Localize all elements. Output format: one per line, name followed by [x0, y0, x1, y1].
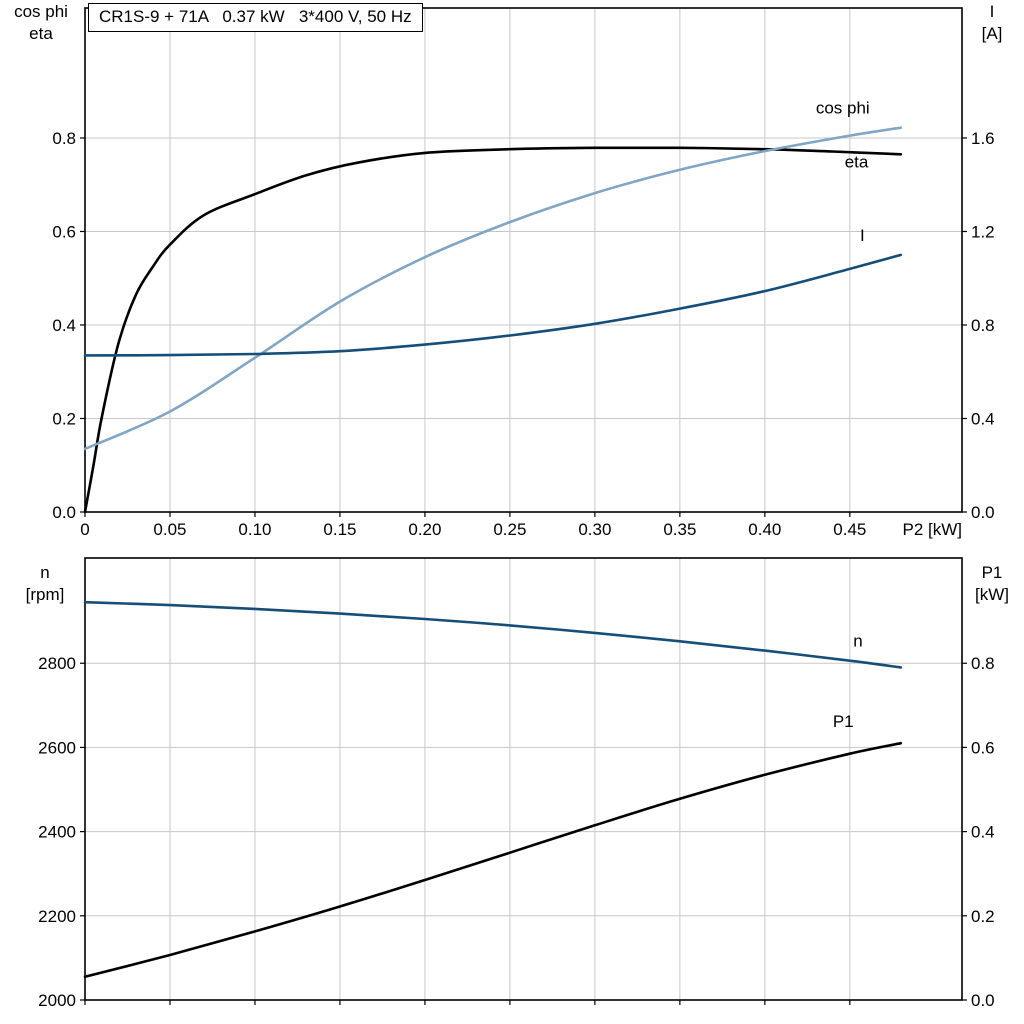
series-label-cos-phi: cos phi — [816, 99, 870, 118]
x-tick-label: 0.20 — [408, 520, 441, 539]
left-axis-title: eta — [29, 24, 53, 43]
plot-frame — [84, 7, 963, 513]
x-tick-label: 0.30 — [578, 520, 611, 539]
right-tick-label: 0.4 — [971, 409, 995, 428]
series-label-p1: P1 — [833, 712, 854, 731]
left-tick-label: 0.2 — [52, 409, 76, 428]
x-tick-label: 0 — [80, 520, 89, 539]
right-axis-title: [kW] — [975, 585, 1009, 604]
right-tick-label: 0.2 — [971, 907, 995, 926]
x-tick-label: 0.25 — [493, 520, 526, 539]
right-tick-label: 0.0 — [971, 503, 995, 522]
left-tick-label: 0.4 — [52, 316, 76, 335]
right-axis-title: [A] — [982, 24, 1003, 43]
left-tick-label: 0.6 — [52, 222, 76, 241]
series-label-n: n — [853, 631, 862, 650]
x-tick-label: 0.40 — [748, 520, 781, 539]
chart-title-box: CR1S-9 + 71A 0.37 kW 3*400 V, 50 Hz — [88, 3, 423, 32]
right-axis-title: P1 — [982, 563, 1003, 582]
left-tick-label: 2000 — [38, 991, 76, 1010]
right-tick-label: 0.4 — [971, 823, 995, 842]
left-tick-label: 0.0 — [52, 503, 76, 522]
x-tick-label: 0.10 — [238, 520, 271, 539]
left-tick-label: 2600 — [38, 738, 76, 757]
series-curve-eta — [83, 146, 903, 514]
series-curve-p1 — [83, 741, 903, 979]
right-tick-label: 0.0 — [971, 991, 995, 1010]
series-label-eta: eta — [845, 152, 869, 171]
left-tick-label: 0.8 — [52, 129, 76, 148]
x-axis-unit-label: P2 [kW] — [902, 520, 962, 539]
series-curve-n — [83, 600, 903, 669]
left-tick-label: 2400 — [38, 823, 76, 842]
right-tick-label: 0.6 — [971, 738, 995, 757]
x-tick-label: 0.15 — [323, 520, 356, 539]
x-tick-label: 0.05 — [153, 520, 186, 539]
series-label-i: I — [860, 226, 865, 245]
plot-frame — [84, 557, 963, 1001]
right-tick-label: 0.8 — [971, 316, 995, 335]
left-axis-title: n — [40, 563, 49, 582]
series-curve-cos-phi — [83, 126, 903, 451]
series-curve-i — [83, 253, 903, 357]
left-tick-label: 2200 — [38, 907, 76, 926]
bottom-chart: 2000 2200 2400 2600 2800 0.0 0.2 0.4 0.6 0.8 n [rpm… — [26, 557, 1009, 1010]
x-tick-label: 0.45 — [833, 520, 866, 539]
right-tick-label: 1.6 — [971, 129, 995, 148]
right-axis-title: I — [990, 2, 995, 21]
left-tick-label: 2800 — [38, 654, 76, 673]
left-axis-title: [rpm] — [26, 585, 65, 604]
right-tick-label: 0.8 — [971, 654, 995, 673]
top-chart: 0 0.05 0.10 0.15 0.20 0.25 0.30 0.35 0.40 0.45 0.0… — [14, 2, 1003, 539]
left-axis-title: cos phi — [14, 2, 68, 21]
x-tick-label: 0.35 — [663, 520, 696, 539]
right-tick-label: 1.2 — [971, 222, 995, 241]
